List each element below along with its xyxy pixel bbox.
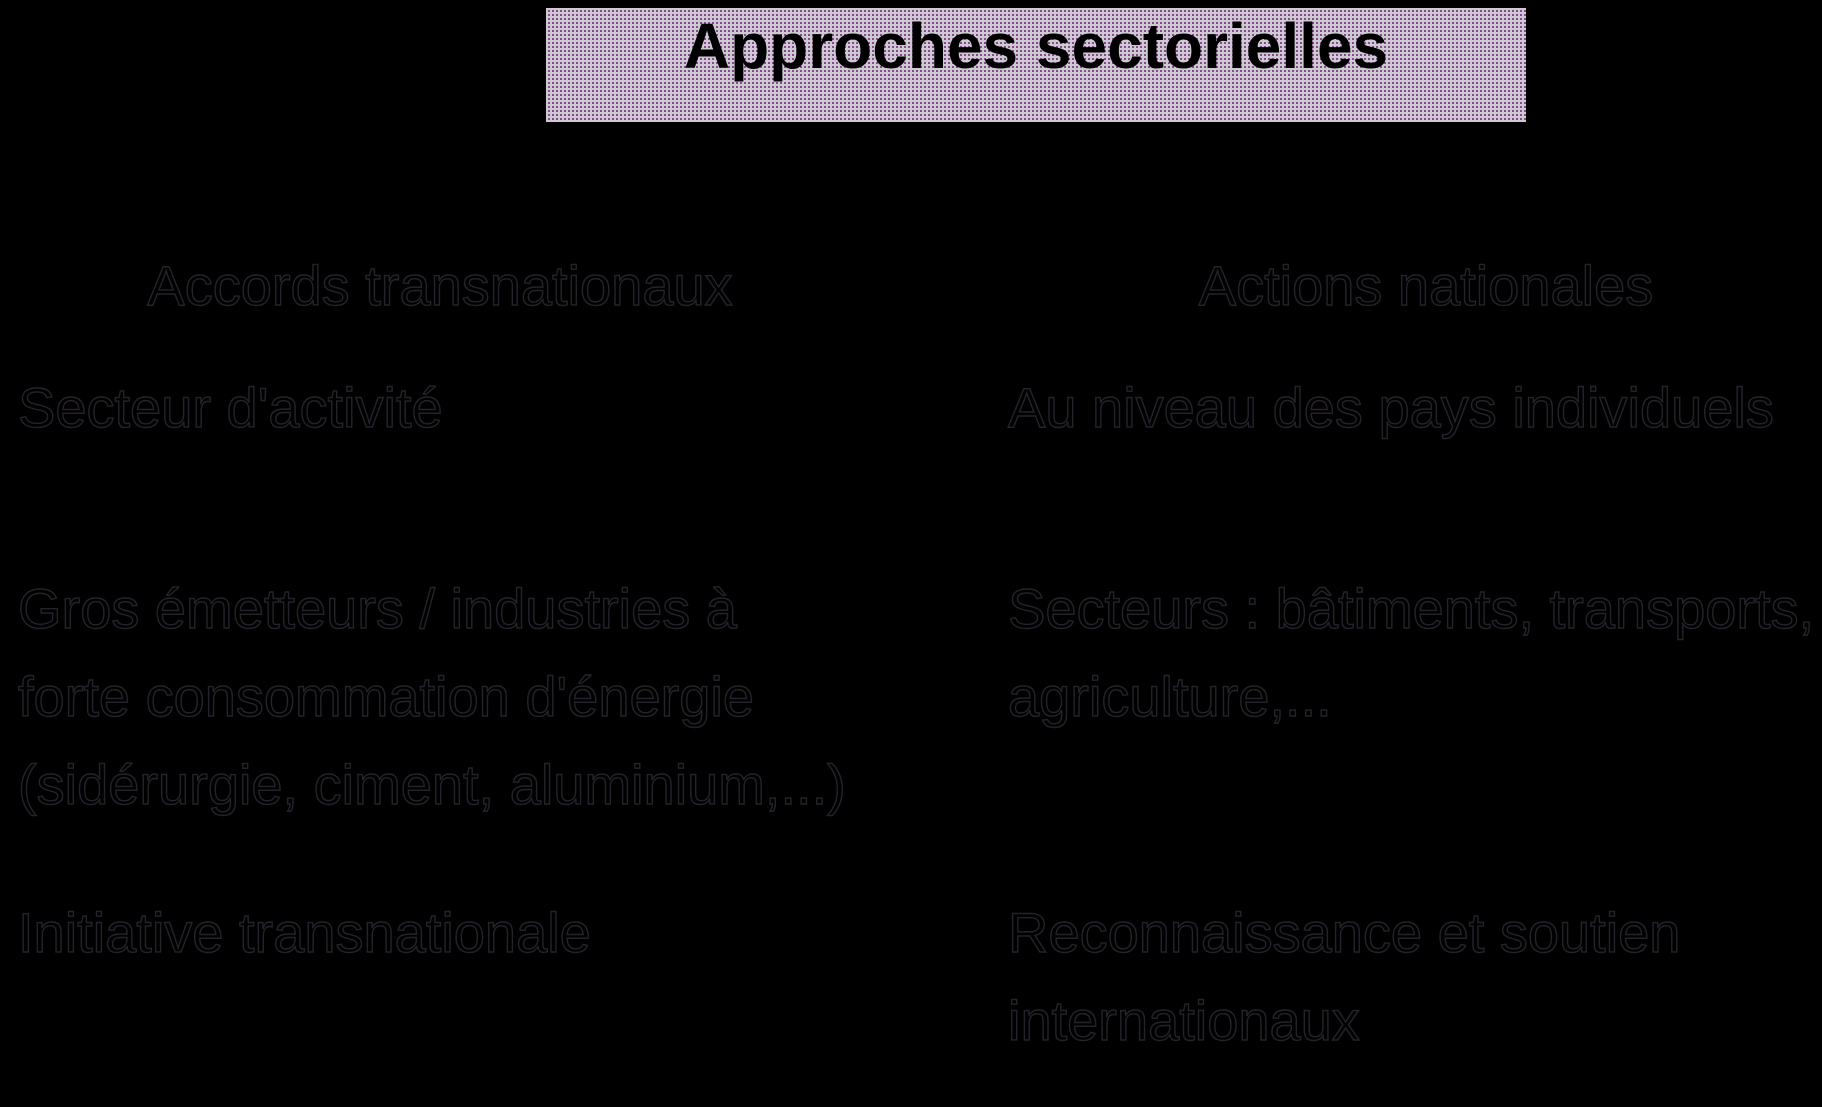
list-item-gros-emetteurs: Gros émetteurs / industries à forte cons… [17,576,846,816]
slide-title: Approches sectorielles [683,10,1389,82]
list-item-secteurs: Secteurs : bâtiments, transports, agricu… [1007,576,1815,728]
slide-title-box: Approches sectorielles [546,8,1526,122]
column-actions-nationales: Actions nationales Au niveau des pays in… [1000,0,1822,1107]
list-item-reconnaissance-soutien: Reconnaissance et soutien internationaux [1007,900,1681,1052]
list-item-niveau-pays: Au niveau des pays individuels [1007,375,1774,439]
list-item-initiative-transnationale: Initiative transnationale [17,900,591,964]
column-accords-transnationaux: Accords transnationaux Secteur d'activit… [0,0,880,1107]
column-right-header: Actions nationales [1198,253,1654,317]
column-left-header: Accords transnationaux [147,253,734,317]
list-item-secteur-activite: Secteur d'activité [17,375,443,439]
